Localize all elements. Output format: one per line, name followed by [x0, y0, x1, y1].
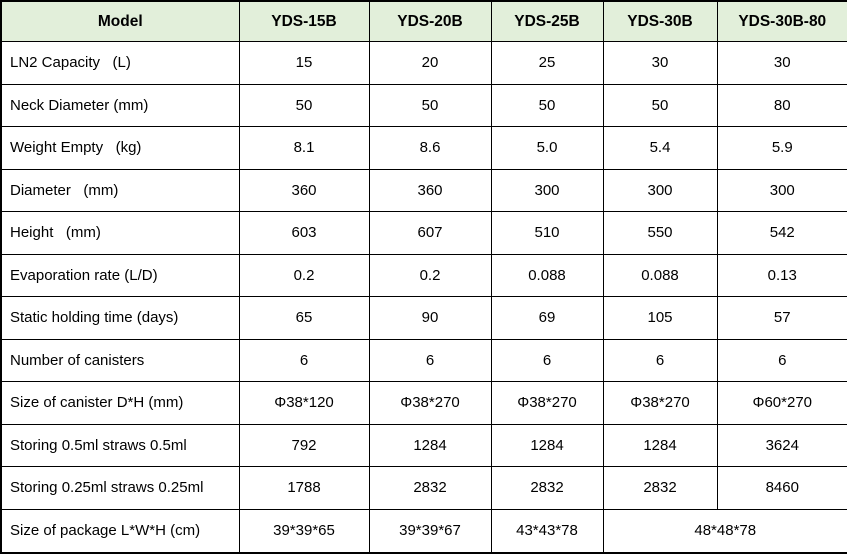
table-row: Size of canister D*H (mm) Φ38*120 Φ38*27… [0, 381, 847, 425]
cell: 360 [368, 168, 492, 213]
cell: 607 [368, 211, 492, 255]
cell: 0.13 [716, 253, 847, 298]
table-row: Storing 0.25ml straws 0.25ml 1788 2832 2… [0, 466, 847, 510]
table-row: Evaporation rate (L/D) 0.2 0.2 0.088 0.0… [0, 253, 847, 298]
cell: 105 [602, 296, 718, 340]
row-label: Weight Empty (kg) [0, 126, 240, 170]
cell: 20 [368, 41, 492, 85]
cell: 57 [716, 296, 847, 340]
cell: 0.088 [602, 253, 718, 298]
cell: 50 [368, 83, 492, 128]
cell: 39*39*65 [238, 508, 370, 554]
cell: 5.0 [490, 126, 604, 170]
table-row: LN2 Capacity (L) 15 20 25 30 30 [0, 41, 847, 85]
cell: Φ38*120 [238, 381, 370, 425]
table-row: Static holding time (days) 65 90 69 105 … [0, 296, 847, 340]
cell: 25 [490, 41, 604, 85]
cell: 603 [238, 211, 370, 255]
cell: 6 [490, 338, 604, 383]
cell: 69 [490, 296, 604, 340]
cell: 15 [238, 41, 370, 85]
cell: 30 [716, 41, 847, 85]
cell: 0.2 [238, 253, 370, 298]
table-row: Weight Empty (kg) 8.1 8.6 5.0 5.4 5.9 [0, 126, 847, 170]
cell: 6 [368, 338, 492, 383]
cell: 30 [602, 41, 718, 85]
table-row: Height (mm) 603 607 510 550 542 [0, 211, 847, 255]
table-row: Diameter (mm) 360 360 300 300 300 [0, 168, 847, 213]
table-row: Storing 0.5ml straws 0.5ml 792 1284 1284… [0, 423, 847, 468]
cell: 510 [490, 211, 604, 255]
row-label: Evaporation rate (L/D) [0, 253, 240, 298]
column-header-yds-25b: YDS-25B [490, 0, 604, 42]
cell: 5.4 [602, 126, 718, 170]
cell: 8.1 [238, 126, 370, 170]
row-label: Storing 0.25ml straws 0.25ml [0, 466, 240, 510]
cell: 3624 [716, 423, 847, 468]
cell: 300 [716, 168, 847, 213]
column-header-yds-30b-80: YDS-30B-80 [716, 0, 847, 42]
cell: 8.6 [368, 126, 492, 170]
cell: 6 [238, 338, 370, 383]
cell: 50 [602, 83, 718, 128]
cell: 0.2 [368, 253, 492, 298]
column-header-model: Model [0, 0, 240, 42]
cell: 2832 [490, 466, 604, 510]
column-header-yds-20b: YDS-20B [368, 0, 492, 42]
row-label: Static holding time (days) [0, 296, 240, 340]
row-label: Size of package L*W*H (cm) [0, 508, 240, 554]
cell: 8460 [716, 466, 847, 510]
cell: 300 [602, 168, 718, 213]
cell: 80 [716, 83, 847, 128]
row-label: LN2 Capacity (L) [0, 41, 240, 85]
row-label: Storing 0.5ml straws 0.5ml [0, 423, 240, 468]
cell: 0.088 [490, 253, 604, 298]
cell: 6 [602, 338, 718, 383]
cell: 50 [490, 83, 604, 128]
cell: Φ38*270 [490, 381, 604, 425]
cell: 1284 [368, 423, 492, 468]
column-header-yds-15b: YDS-15B [238, 0, 370, 42]
cell: 542 [716, 211, 847, 255]
cell: 6 [716, 338, 847, 383]
column-header-yds-30b: YDS-30B [602, 0, 718, 42]
cell: 2832 [602, 466, 718, 510]
cell: 792 [238, 423, 370, 468]
cell: 550 [602, 211, 718, 255]
row-label: Diameter (mm) [0, 168, 240, 213]
cell: 2832 [368, 466, 492, 510]
cell: Φ60*270 [716, 381, 847, 425]
cell: 1284 [602, 423, 718, 468]
table-row: Number of canisters 6 6 6 6 6 [0, 338, 847, 383]
cell: 43*43*78 [490, 508, 604, 554]
cell: 300 [490, 168, 604, 213]
table-row: Size of package L*W*H (cm) 39*39*65 39*3… [0, 508, 847, 554]
cell: Φ38*270 [602, 381, 718, 425]
row-label: Neck Diameter (mm) [0, 83, 240, 128]
cell: Φ38*270 [368, 381, 492, 425]
cell: 1284 [490, 423, 604, 468]
cell: 5.9 [716, 126, 847, 170]
cell: 50 [238, 83, 370, 128]
cell: 39*39*67 [368, 508, 492, 554]
table-row: Neck Diameter (mm) 50 50 50 50 80 [0, 83, 847, 128]
merged-cell: 48*48*78 [602, 508, 847, 554]
row-label: Number of canisters [0, 338, 240, 383]
cell: 1788 [238, 466, 370, 510]
row-label: Height (mm) [0, 211, 240, 255]
row-label: Size of canister D*H (mm) [0, 381, 240, 425]
cell: 360 [238, 168, 370, 213]
table-header-row: Model YDS-15B YDS-20B YDS-25B YDS-30B YD… [0, 0, 847, 42]
cell: 65 [238, 296, 370, 340]
cell: 90 [368, 296, 492, 340]
